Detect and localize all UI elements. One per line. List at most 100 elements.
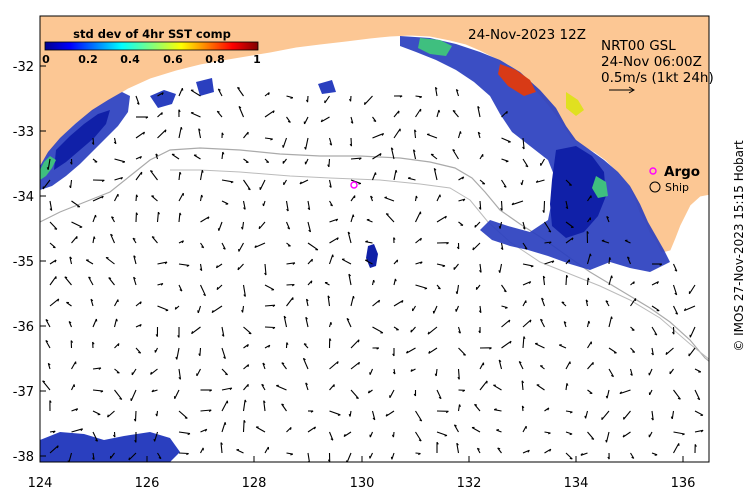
current-arrow-head xyxy=(363,102,366,105)
current-arrow-head xyxy=(311,258,313,262)
current-arrow xyxy=(606,389,610,399)
current-arrow xyxy=(350,179,362,185)
current-arrow-head xyxy=(542,275,546,279)
current-arrow xyxy=(565,361,571,370)
current-arrow xyxy=(92,367,101,370)
current-arrow-head xyxy=(223,356,226,360)
current-arrow-head xyxy=(585,299,589,303)
current-arrow xyxy=(283,315,288,328)
current-arrow xyxy=(608,368,614,377)
current-arrow-head xyxy=(229,387,233,391)
current-arrow-head xyxy=(437,287,441,290)
colorbar-tick: 0.2 xyxy=(78,53,98,66)
current-arrow xyxy=(522,242,528,250)
current-arrow-head xyxy=(551,260,555,264)
current-arrow-head xyxy=(355,397,359,400)
current-arrow-head xyxy=(587,277,590,281)
sst-patch-east-yellow xyxy=(566,92,584,116)
current-arrow-head xyxy=(272,304,276,308)
current-arrow xyxy=(49,200,53,211)
current-arrow xyxy=(457,131,461,139)
current-arrow xyxy=(436,215,447,223)
current-arrow xyxy=(71,428,83,433)
current-arrow xyxy=(541,297,546,307)
y-axis xyxy=(40,65,46,457)
x-tick-label: 136 xyxy=(671,476,696,491)
current-arrow xyxy=(105,257,115,265)
current-arrow xyxy=(415,237,422,244)
current-arrow-head xyxy=(187,433,191,436)
current-arrow-head xyxy=(427,331,430,335)
current-arrow xyxy=(415,284,428,289)
current-arrow xyxy=(426,133,438,139)
current-arrow xyxy=(350,295,354,307)
current-arrow-head xyxy=(463,354,466,356)
current-arrow xyxy=(694,410,704,416)
current-arrow xyxy=(305,382,309,391)
current-arrow xyxy=(412,149,417,160)
current-arrow xyxy=(114,158,126,163)
current-arrow xyxy=(619,389,631,395)
current-arrow-head xyxy=(220,442,223,445)
current-arrow xyxy=(328,137,333,146)
current-arrow xyxy=(406,347,416,354)
current-arrow xyxy=(651,410,654,421)
current-arrow-head xyxy=(651,352,654,356)
current-arrow xyxy=(221,179,234,183)
colorbar: std dev of 4hr SST comp 0 0.2 0.4 0.6 0.… xyxy=(42,27,261,66)
current-arrow-head xyxy=(281,362,285,365)
current-arrow-head xyxy=(566,274,569,278)
current-arrow xyxy=(522,137,525,150)
current-arrow xyxy=(305,298,309,307)
current-arrow xyxy=(673,389,681,400)
colorbar-tick: 0.8 xyxy=(205,53,225,66)
current-arrow xyxy=(580,452,588,456)
current-arrow-head xyxy=(52,246,56,249)
current-arrow xyxy=(565,431,573,435)
current-arrow xyxy=(565,452,573,460)
current-arrow-head xyxy=(217,110,220,113)
current-arrow-head xyxy=(591,438,594,440)
current-arrow xyxy=(648,368,653,376)
current-arrow xyxy=(178,87,183,97)
current-arrow xyxy=(479,380,488,391)
current-arrow-head xyxy=(292,262,296,265)
vector-scale-label: 0.5m/s (1kt 24h) xyxy=(601,70,714,86)
current-arrow-head xyxy=(633,281,635,285)
current-arrow xyxy=(501,158,509,162)
current-arrow-head xyxy=(530,265,534,268)
current-arrow xyxy=(211,305,223,314)
current-arrow-head xyxy=(497,447,501,450)
current-arrow xyxy=(436,194,441,202)
current-arrow xyxy=(135,131,145,139)
current-arrow-head xyxy=(542,210,545,213)
current-arrow xyxy=(436,431,448,437)
current-arrow xyxy=(623,410,631,420)
current-arrow-head xyxy=(336,361,339,364)
current-arrow-head xyxy=(420,261,423,265)
current-arrow xyxy=(263,400,266,412)
current-arrow xyxy=(178,368,182,380)
current-arrow-head xyxy=(674,269,678,272)
current-arrow xyxy=(178,452,189,455)
current-arrow-head xyxy=(237,267,240,271)
current-arrow-head xyxy=(675,312,678,315)
y-tick-label: -38 xyxy=(13,450,34,465)
current-arrow xyxy=(587,431,595,440)
current-arrow xyxy=(501,179,507,188)
current-arrow-head xyxy=(303,357,306,361)
current-arrow xyxy=(350,157,362,160)
current-arrow xyxy=(435,368,438,377)
current-arrow-head xyxy=(442,265,446,268)
current-arrow xyxy=(200,409,212,412)
current-arrow-head xyxy=(199,268,203,271)
current-arrow xyxy=(346,318,352,328)
current-arrow-head xyxy=(291,284,295,287)
current-arrow xyxy=(216,110,223,118)
current-arrow xyxy=(671,410,675,419)
current-arrow-head xyxy=(92,341,95,345)
current-arrow-head xyxy=(376,347,380,350)
current-arrow-head xyxy=(365,240,368,243)
current-arrow-head xyxy=(139,324,142,327)
current-arrow xyxy=(608,275,613,286)
